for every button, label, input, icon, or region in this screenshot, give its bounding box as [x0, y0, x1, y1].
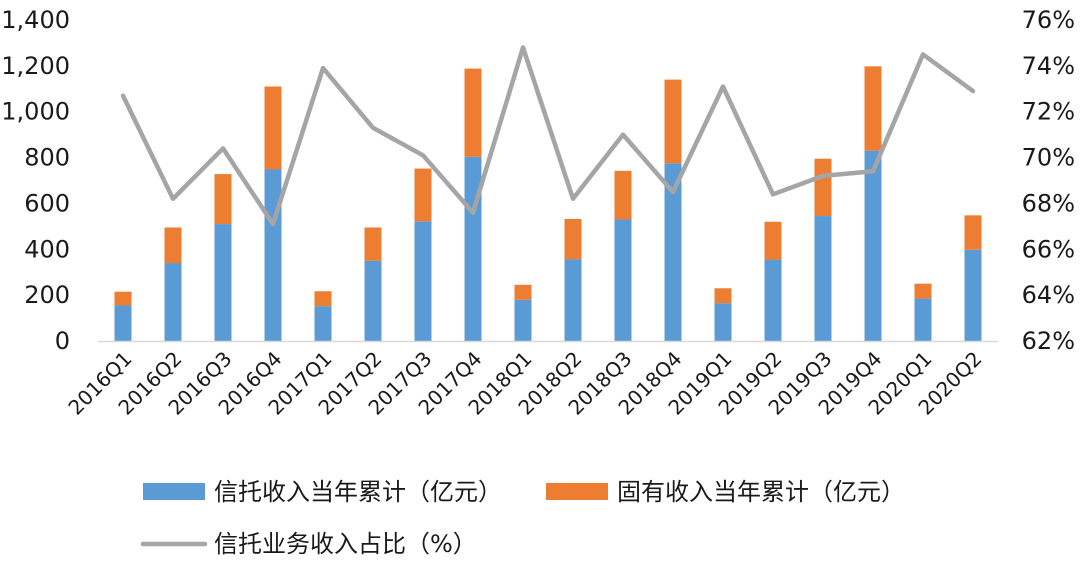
left-axis-tick-label: 400	[24, 235, 70, 263]
trust-income-bar[interactable]	[814, 216, 832, 341]
proprietary-income-bar[interactable]	[514, 284, 532, 300]
trust-income-bar[interactable]	[764, 259, 782, 341]
proprietary-income-bar[interactable]	[614, 170, 632, 220]
left-axis-tick-label: 1,200	[1, 52, 70, 80]
left-axis-tick-label: 1,000	[1, 98, 70, 126]
legend-swatch-proprietary-income	[546, 483, 608, 500]
trust-income-bar[interactable]	[564, 259, 582, 341]
left-axis-tick-label: 0	[55, 327, 70, 355]
right-axis-tick-label: 68%	[1022, 189, 1075, 217]
trust-income-bar[interactable]	[114, 305, 132, 341]
trust-income-bar[interactable]	[164, 263, 182, 341]
trust-income-bar[interactable]	[464, 156, 482, 341]
trust-share-line[interactable]	[120, 45, 976, 227]
trust-income-bar[interactable]	[914, 298, 932, 341]
right-axis-tick-label: 64%	[1022, 281, 1075, 309]
proprietary-income-bar[interactable]	[164, 227, 182, 264]
proprietary-income-bar[interactable]	[914, 283, 932, 299]
right-axis-tick-label: 62%	[1022, 327, 1075, 355]
right-axis-tick-label: 66%	[1022, 235, 1075, 263]
proprietary-income-bar[interactable]	[814, 158, 832, 217]
proprietary-income-bar[interactable]	[764, 221, 782, 260]
left-axis-tick-label: 200	[24, 281, 70, 309]
proprietary-income-bar[interactable]	[964, 215, 982, 250]
proprietary-income-bar[interactable]	[564, 219, 582, 260]
right-axis-tick-label: 74%	[1022, 52, 1075, 80]
left-axis-tick-label: 1,400	[1, 6, 70, 34]
proprietary-income-bar[interactable]	[314, 291, 332, 307]
right-axis-tick-label: 72%	[1022, 98, 1075, 126]
trust-income-bar[interactable]	[664, 163, 682, 341]
proprietary-income-bar[interactable]	[464, 68, 482, 157]
legend-label-trust-income: 信托收入当年累计（亿元）	[214, 478, 502, 506]
trust-income-bar[interactable]	[214, 224, 232, 341]
trust-income-bar[interactable]	[964, 249, 982, 341]
legend-swatch-trust-income	[143, 483, 205, 500]
trust-income-bar[interactable]	[414, 221, 432, 341]
legend-label-proprietary-income: 固有收入当年累计（亿元）	[617, 478, 905, 506]
proprietary-income-bar[interactable]	[664, 79, 682, 164]
trust-income-bar[interactable]	[864, 150, 882, 341]
trust-income-bar[interactable]	[514, 299, 532, 341]
proprietary-income-bar[interactable]	[414, 168, 432, 222]
proprietary-income-bar[interactable]	[714, 288, 732, 304]
left-axis-tick-label: 600	[24, 189, 70, 217]
trust-income-bar[interactable]	[314, 306, 332, 341]
trust-income-bar[interactable]	[714, 303, 732, 341]
trust-income-bar[interactable]	[264, 169, 282, 341]
proprietary-income-bar[interactable]	[364, 227, 382, 261]
right-axis-tick-label: 70%	[1022, 144, 1075, 172]
proprietary-income-bar[interactable]	[114, 291, 132, 306]
right-axis-tick-label: 76%	[1022, 6, 1075, 34]
legend-label-trust-share: 信托业务收入占比（%）	[214, 530, 477, 558]
proprietary-income-bar[interactable]	[864, 66, 882, 151]
trust-income-bar[interactable]	[364, 260, 382, 341]
proprietary-income-bar[interactable]	[214, 174, 232, 225]
proprietary-income-bar[interactable]	[264, 86, 282, 170]
trust-income-bar[interactable]	[614, 219, 632, 341]
left-axis-tick-label: 800	[24, 144, 70, 172]
